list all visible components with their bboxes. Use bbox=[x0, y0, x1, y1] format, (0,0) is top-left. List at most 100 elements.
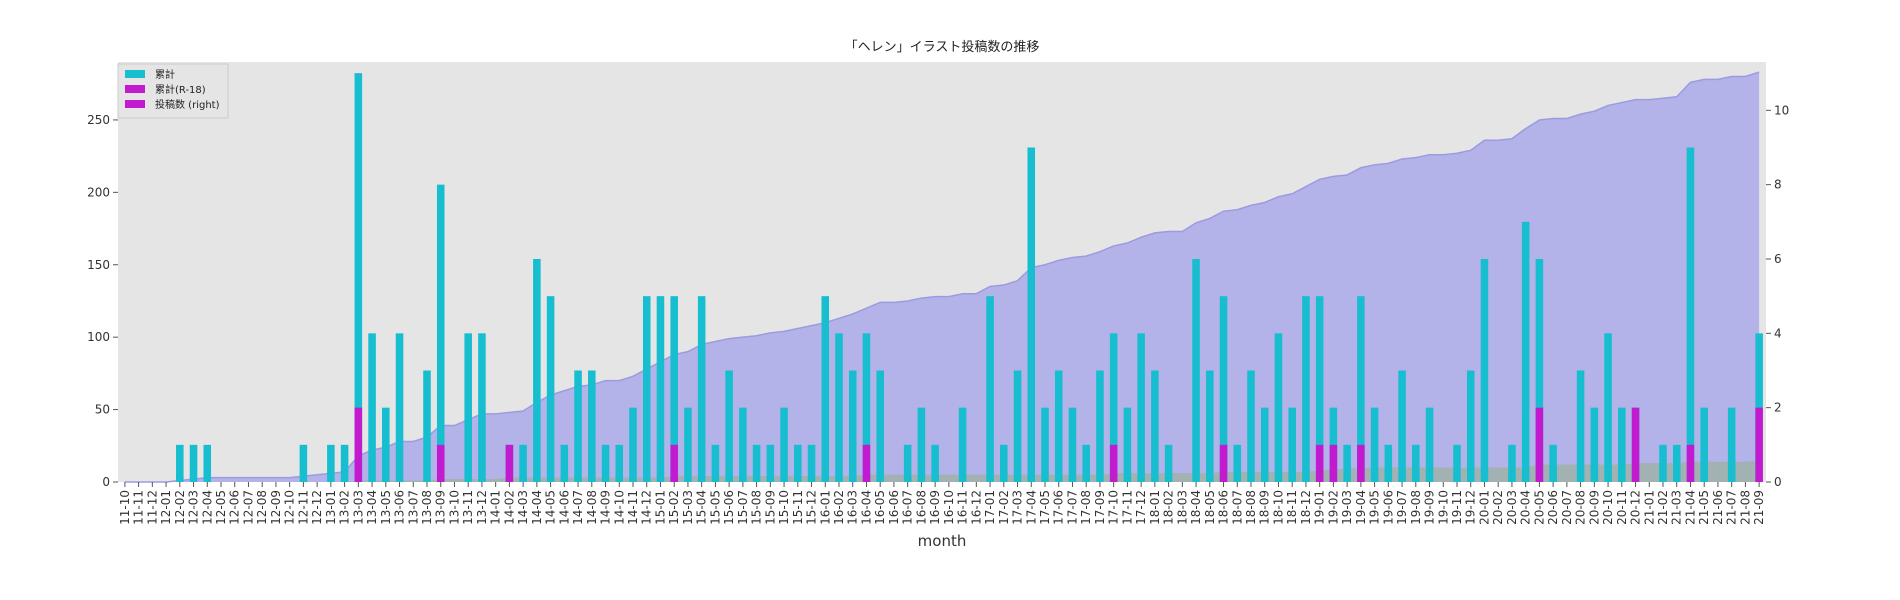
bar-posts bbox=[1274, 333, 1283, 482]
x-tick-label: 21-04 bbox=[1683, 490, 1697, 525]
x-tick-label: 18-04 bbox=[1189, 490, 1203, 525]
bar-posts bbox=[1082, 444, 1090, 482]
bar-posts-r18 bbox=[670, 444, 678, 482]
x-tick-label: 15-05 bbox=[708, 490, 722, 525]
x-tick-label: 20-06 bbox=[1546, 490, 1560, 525]
x-tick-label: 11-10 bbox=[118, 490, 132, 525]
bar-posts bbox=[1288, 407, 1296, 482]
x-tick-label: 16-01 bbox=[818, 490, 832, 525]
bar-posts bbox=[1576, 370, 1585, 482]
bar-posts bbox=[1453, 444, 1461, 482]
x-tick-label: 13-10 bbox=[447, 490, 461, 525]
x-tick-label: 20-07 bbox=[1560, 490, 1574, 525]
x-tick-label: 12-06 bbox=[228, 490, 242, 525]
bar-posts bbox=[1343, 444, 1351, 482]
bar-posts bbox=[1700, 407, 1708, 482]
bar-posts bbox=[464, 333, 472, 482]
bar-posts bbox=[1164, 444, 1173, 482]
x-tick-label: 20-01 bbox=[1477, 490, 1491, 525]
x-tick-label: 17-07 bbox=[1065, 490, 1079, 525]
x-tick-label: 17-02 bbox=[997, 490, 1011, 525]
bar-posts bbox=[752, 444, 761, 482]
x-tick-label: 21-07 bbox=[1725, 490, 1739, 525]
x-tick-label: 17-12 bbox=[1134, 490, 1148, 525]
bar-posts bbox=[1357, 296, 1365, 482]
bar-posts bbox=[1618, 407, 1626, 482]
x-tick-label: 18-09 bbox=[1258, 490, 1272, 525]
x-tick-label: 18-06 bbox=[1217, 490, 1231, 525]
y-tick-label: 100 bbox=[87, 330, 110, 344]
bar-posts bbox=[794, 444, 802, 482]
x-tick-label: 19-10 bbox=[1436, 490, 1450, 525]
x-tick-label: 16-04 bbox=[859, 490, 873, 525]
bar-posts bbox=[436, 184, 445, 482]
bar-posts bbox=[1260, 407, 1269, 482]
x-tick-label: 17-05 bbox=[1038, 490, 1052, 525]
x-tick-label: 19-08 bbox=[1409, 490, 1423, 525]
legend-label: 投稿数 (right) bbox=[155, 98, 220, 111]
bar-posts bbox=[533, 258, 541, 482]
x-tick-label: 13-04 bbox=[365, 490, 379, 525]
legend-swatch bbox=[125, 70, 145, 78]
bar-posts bbox=[203, 444, 212, 482]
bar-posts-r18 bbox=[436, 444, 445, 482]
x-tick-label: 20-12 bbox=[1629, 490, 1643, 525]
y-tick-label: 200 bbox=[87, 185, 110, 199]
x-tick-label: 16-07 bbox=[901, 490, 915, 525]
bar-posts bbox=[1219, 296, 1228, 482]
x-tick-label: 17-01 bbox=[983, 490, 997, 525]
bar-posts bbox=[189, 444, 198, 482]
bar-posts bbox=[615, 444, 624, 482]
x-tick-label: 19-05 bbox=[1368, 490, 1382, 525]
bar-posts bbox=[697, 296, 706, 482]
bar-posts bbox=[958, 407, 967, 482]
bar-posts bbox=[588, 370, 596, 482]
bar-posts bbox=[574, 370, 582, 482]
x-tick-label: 13-07 bbox=[406, 490, 420, 525]
x-tick-label: 16-11 bbox=[956, 490, 970, 525]
bar-posts bbox=[1480, 258, 1489, 482]
bar-posts-r18 bbox=[1109, 444, 1118, 482]
y-tick-label: 50 bbox=[95, 403, 110, 417]
x-tick-label: 20-05 bbox=[1532, 490, 1546, 525]
x-tick-label: 18-12 bbox=[1299, 490, 1313, 525]
bar-posts bbox=[1549, 444, 1557, 482]
bar-posts bbox=[862, 333, 871, 482]
y2-tick-label: 2 bbox=[1774, 401, 1782, 415]
x-tick-label: 14-08 bbox=[585, 490, 599, 525]
bar-posts bbox=[1659, 444, 1667, 482]
y-tick-label: 150 bbox=[87, 258, 110, 272]
x-tick-label: 14-01 bbox=[489, 490, 503, 525]
bar-posts bbox=[821, 296, 830, 482]
bar-posts bbox=[903, 444, 912, 482]
x-tick-label: 13-03 bbox=[351, 490, 365, 525]
bar-posts bbox=[1192, 258, 1200, 482]
x-tick-label: 21-01 bbox=[1642, 490, 1656, 525]
x-tick-label: 19-02 bbox=[1326, 490, 1340, 525]
legend-swatch bbox=[125, 100, 145, 108]
x-tick-label: 16-12 bbox=[969, 490, 983, 525]
bar-posts bbox=[395, 333, 404, 482]
bar-posts bbox=[780, 407, 788, 482]
bar-posts bbox=[478, 333, 486, 482]
bar-posts bbox=[1000, 444, 1008, 482]
x-tick-label: 15-10 bbox=[777, 490, 791, 525]
y2-tick-label: 0 bbox=[1774, 475, 1782, 489]
x-tick-label: 18-01 bbox=[1148, 490, 1162, 525]
x-tick-label: 16-03 bbox=[846, 490, 860, 525]
x-tick-label: 21-05 bbox=[1697, 490, 1711, 525]
x-tick-label: 19-11 bbox=[1450, 490, 1464, 525]
x-tick-label: 13-08 bbox=[420, 490, 434, 525]
x-tick-label: 17-06 bbox=[1052, 490, 1066, 525]
bar-posts-r18 bbox=[1755, 407, 1763, 482]
x-tick-label: 19-01 bbox=[1313, 490, 1327, 525]
x-tick-label: 17-03 bbox=[1011, 490, 1025, 525]
bar-posts bbox=[1521, 221, 1530, 482]
y2-tick-label: 4 bbox=[1774, 326, 1782, 340]
x-tick-label: 18-08 bbox=[1244, 490, 1258, 525]
x-tick-label: 15-02 bbox=[667, 490, 681, 525]
bar-posts bbox=[1123, 407, 1132, 482]
x-tick-label: 14-06 bbox=[557, 490, 571, 525]
bar-posts bbox=[1302, 296, 1310, 482]
